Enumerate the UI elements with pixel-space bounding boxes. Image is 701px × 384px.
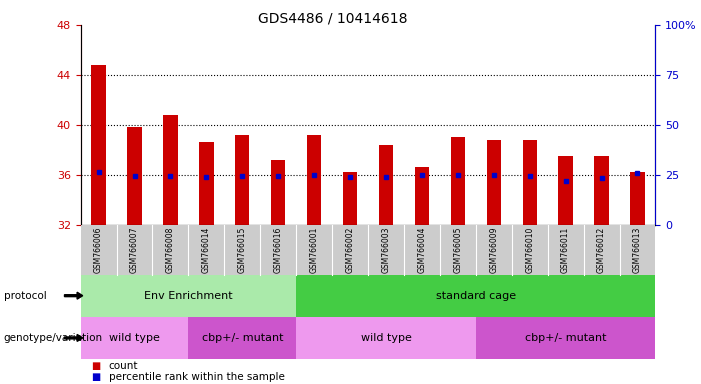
Text: GSM766001: GSM766001 (310, 227, 319, 273)
Text: Env Enrichment: Env Enrichment (144, 291, 233, 301)
Bar (522, 140, 537, 225)
Text: cbp+/- mutant: cbp+/- mutant (525, 333, 606, 343)
Text: wild type: wild type (109, 333, 160, 343)
Text: wild type: wild type (360, 333, 411, 343)
Bar (307, 135, 321, 225)
Bar (91, 65, 106, 225)
Text: GSM766016: GSM766016 (273, 227, 283, 273)
Text: GSM766004: GSM766004 (417, 226, 426, 273)
Text: GSM766010: GSM766010 (525, 227, 534, 273)
Bar (199, 142, 214, 225)
Text: protocol: protocol (4, 291, 46, 301)
Text: GSM766013: GSM766013 (633, 227, 642, 273)
Bar (128, 127, 142, 225)
Bar (235, 135, 250, 225)
Bar (451, 137, 465, 225)
Bar (271, 160, 285, 225)
Text: GDS4486 / 10414618: GDS4486 / 10414618 (258, 12, 408, 25)
Text: standard cage: standard cage (436, 291, 516, 301)
Bar (415, 167, 429, 225)
Bar (379, 145, 393, 225)
Text: GSM766012: GSM766012 (597, 227, 606, 273)
Text: genotype/variation: genotype/variation (4, 333, 102, 343)
Bar (630, 172, 645, 225)
Text: percentile rank within the sample: percentile rank within the sample (109, 372, 285, 382)
Text: ■: ■ (91, 361, 100, 371)
Text: GSM766006: GSM766006 (94, 226, 103, 273)
Bar (559, 156, 573, 225)
Text: GSM766014: GSM766014 (202, 227, 211, 273)
Text: GSM766011: GSM766011 (561, 227, 570, 273)
Text: GSM766002: GSM766002 (346, 227, 355, 273)
Text: GSM766008: GSM766008 (166, 227, 175, 273)
Bar (163, 115, 177, 225)
Text: GSM766009: GSM766009 (489, 226, 498, 273)
Text: cbp+/- mutant: cbp+/- mutant (201, 333, 283, 343)
Text: GSM766007: GSM766007 (130, 226, 139, 273)
Text: ■: ■ (91, 372, 100, 382)
Text: GSM766015: GSM766015 (238, 227, 247, 273)
Bar (343, 172, 358, 225)
Text: GSM766005: GSM766005 (454, 226, 463, 273)
Bar (594, 156, 608, 225)
Text: count: count (109, 361, 138, 371)
Bar (486, 140, 501, 225)
Text: GSM766003: GSM766003 (381, 226, 390, 273)
